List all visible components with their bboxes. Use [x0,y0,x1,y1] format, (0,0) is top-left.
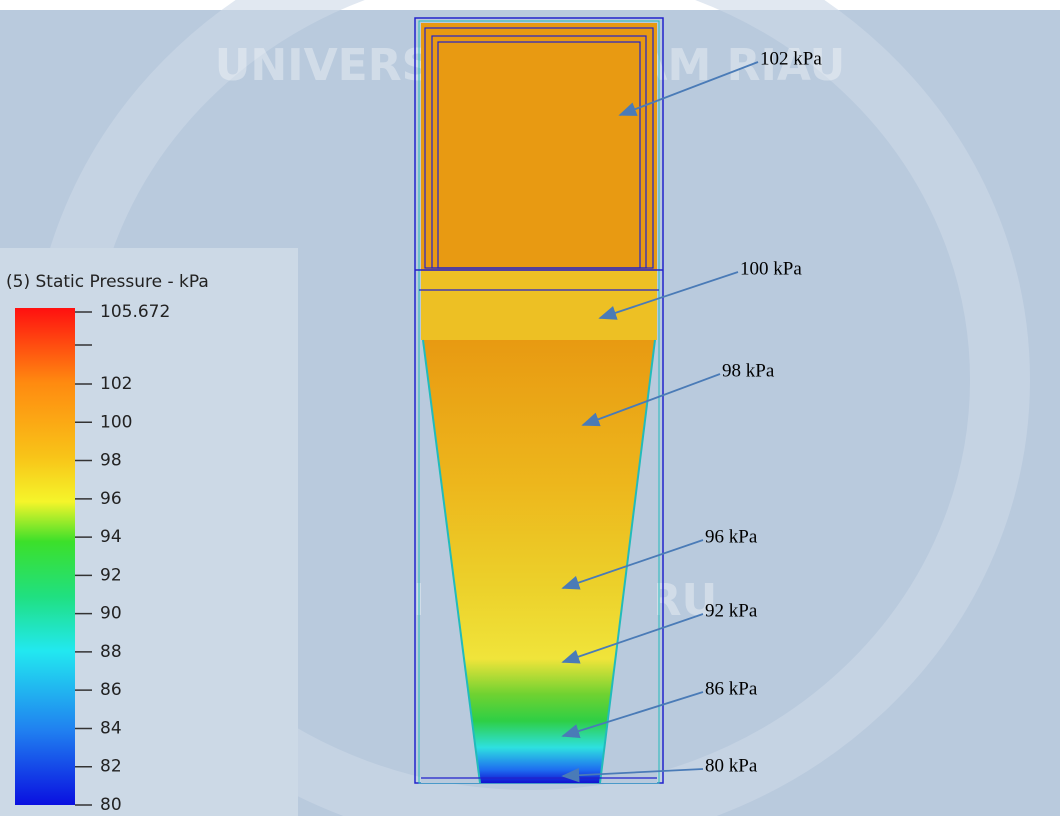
colorbar [15,308,75,805]
colorbar-tick-label: 84 [100,718,122,738]
transition-band [421,271,657,340]
colorbar-tick-label: 100 [100,412,132,432]
colorbar-tick-label: 82 [100,757,122,777]
top-strip [0,0,1060,10]
colorbar-tick-label: 88 [100,642,122,662]
legend-title: (5) Static Pressure - kPa [6,272,209,292]
annotation-label: 98 kPa [722,360,775,381]
page: {"watermark": {"top": "UNIVERSITAS ISLAM… [0,0,1060,816]
top-box [421,23,657,271]
colorbar-tick-label: 90 [100,604,122,624]
colorbar-tick-label: 98 [100,451,122,471]
annotation-label: 80 kPa [705,755,758,776]
annotation-label: 102 kPa [760,48,822,69]
colorbar-tick-label: 102 [100,374,132,394]
colorbar-tick-label: 94 [100,527,122,547]
annotation-label: 92 kPa [705,600,758,621]
annotation-label: 100 kPa [740,258,802,279]
colorbar-tick-label: 96 [100,489,122,509]
colorbar-tick-label: 86 [100,680,122,700]
colorbar-tick-label: 105.672 [100,302,170,322]
colorbar-tick-label: 92 [100,565,122,585]
colorbar-tick-label: 80 [100,795,122,815]
annotation-label: 86 kPa [705,678,758,699]
annotation-label: 96 kPa [705,526,758,547]
scene: UNIVERSITAS ISLAM RIAU PEKANBARU (5) Sta… [0,0,1060,816]
